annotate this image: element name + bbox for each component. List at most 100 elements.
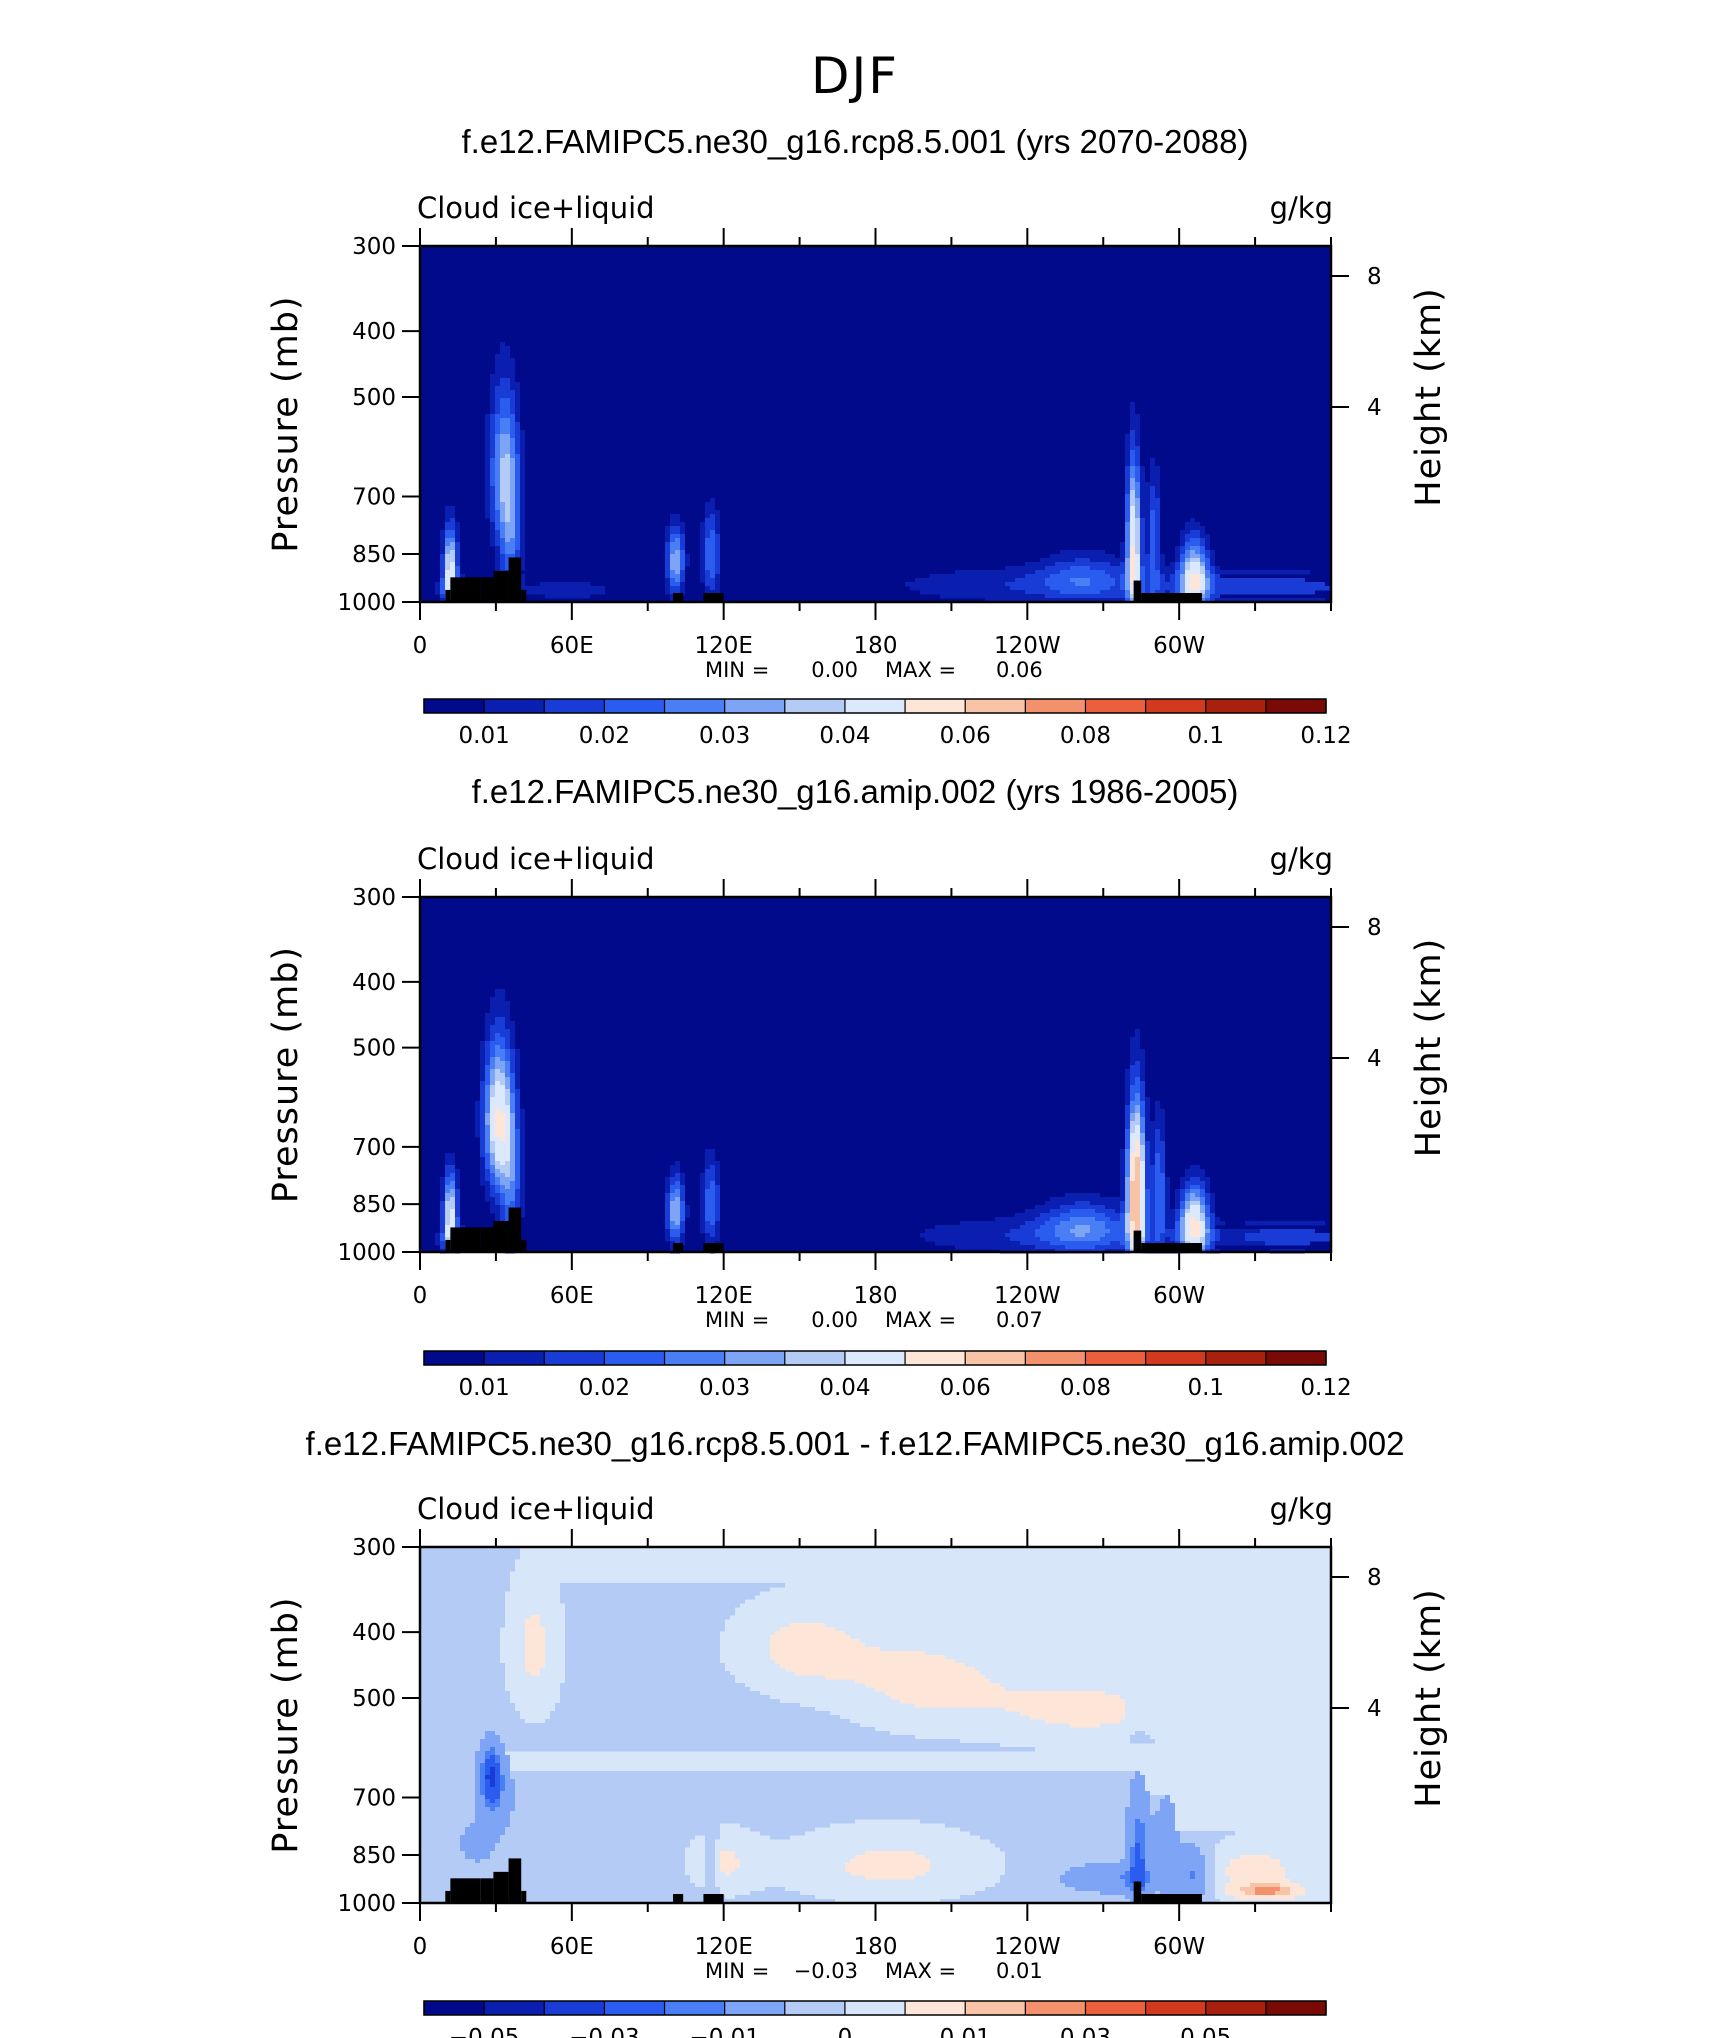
- colorbar-label: 0.12: [1300, 723, 1351, 749]
- x-tick-label: 0: [413, 1934, 428, 1960]
- max-value: 0.06: [996, 658, 1043, 682]
- terrain-block: [1133, 580, 1142, 602]
- colorbar-swatch: [844, 1351, 906, 1365]
- x-tick-label: 180: [854, 1283, 898, 1309]
- x-tick-label: 60E: [550, 633, 594, 659]
- colorbar-swatch: [965, 699, 1026, 713]
- y2-axis-label: Height (km): [1409, 1588, 1449, 1808]
- colorbar-swatch: [1205, 1351, 1267, 1365]
- variable-label: Cloud ice+liquid: [417, 1492, 655, 1526]
- terrain-block: [493, 1871, 509, 1903]
- colorbar-swatch: [1085, 2001, 1147, 2015]
- colorbar-swatch: [965, 2001, 1026, 2015]
- terrain-block: [703, 1893, 724, 1903]
- terrain-block: [480, 1227, 494, 1252]
- colorbar-label: 0.01: [459, 723, 510, 749]
- terrain-block: [521, 589, 527, 602]
- x-tick-label: 120W: [994, 1934, 1061, 1960]
- x-tick-label: 120W: [994, 1283, 1061, 1309]
- variable-label: Cloud ice+liquid: [417, 842, 655, 876]
- terrain-block: [493, 570, 509, 602]
- terrain-block: [445, 589, 451, 602]
- colorbar-label: 0.04: [819, 1375, 870, 1401]
- colorbar-swatch: [784, 1351, 846, 1365]
- max-label: MAX =: [885, 658, 956, 682]
- figure-title: DJF: [811, 47, 899, 105]
- terrain-block: [703, 592, 724, 602]
- colorbar-swatch: [784, 699, 846, 713]
- x-tick-label: 0: [413, 633, 428, 659]
- colorbar-swatch: [1085, 1351, 1147, 1365]
- colorbar-swatch: [604, 699, 666, 713]
- colorbar-label: 0.1: [1187, 1375, 1224, 1401]
- colorbar-swatch: [844, 2001, 906, 2015]
- y-tick-label: 300: [352, 234, 396, 260]
- colorbar-label: 0.1: [1187, 723, 1224, 749]
- colorbar-label: −0.05: [449, 2025, 519, 2038]
- min-label: MIN =: [705, 1959, 769, 1983]
- x-tick-label: 60W: [1153, 1283, 1205, 1309]
- y-tick-label: 500: [352, 1036, 396, 1062]
- y-tick-label: 700: [352, 1786, 396, 1812]
- topography: [445, 1207, 1202, 1252]
- terrain-block: [493, 1220, 509, 1252]
- colorbar-swatch: [1205, 2001, 1267, 2015]
- terrain-block: [521, 1890, 527, 1903]
- x-tick-label: 0: [413, 1283, 428, 1309]
- chart-panel-1: f.e12.FAMIPC5.ne30_g16.rcp8.5.001 (yrs 2…: [266, 123, 1449, 749]
- terrain-block: [1133, 1881, 1142, 1903]
- colorbar-swatch: [965, 1351, 1026, 1365]
- colorbar-swatch: [1025, 699, 1086, 713]
- colorbar-frame: [423, 2000, 1327, 2016]
- colorbar-label: 0.06: [940, 723, 991, 749]
- colorbar-swatch: [784, 2001, 846, 2015]
- colorbar-swatch: [484, 1351, 545, 1365]
- x-tick-label: 120E: [694, 1283, 752, 1309]
- y2-axis-label: Height (km): [1409, 287, 1449, 507]
- colorbar-swatch: [1265, 699, 1327, 713]
- topography: [445, 557, 1202, 602]
- colorbar-swatch: [664, 699, 726, 713]
- colorbar-swatch: [604, 2001, 666, 2015]
- x-tick-label: 60W: [1153, 633, 1205, 659]
- y-axis-label: Pressure (mb): [266, 295, 306, 552]
- colorbar-swatch: [1265, 2001, 1327, 2015]
- terrain-block: [1133, 1230, 1142, 1252]
- x-tick-label: 120W: [994, 633, 1061, 659]
- contour-field: [420, 246, 1331, 603]
- y2-axis-label: Height (km): [1409, 938, 1449, 1158]
- y-axis-label: Pressure (mb): [266, 946, 306, 1203]
- x-tick-label: 60E: [550, 1283, 594, 1309]
- colorbar-swatch: [484, 2001, 545, 2015]
- y-tick-label: 400: [352, 970, 396, 996]
- colorbar-swatch: [604, 1351, 666, 1365]
- y-tick-label: 400: [352, 319, 396, 345]
- contour-field: [420, 897, 1331, 1254]
- colorbar-swatch: [1145, 699, 1207, 713]
- panel-title: f.e12.FAMIPC5.ne30_g16.rcp8.5.001 (yrs 2…: [462, 123, 1249, 160]
- colorbar-swatch: [1145, 2001, 1207, 2015]
- y-tick-label: 850: [352, 1192, 396, 1218]
- colorbar-swatch: [1085, 699, 1147, 713]
- terrain-block: [1141, 1893, 1202, 1903]
- chart-panel-3: f.e12.FAMIPC5.ne30_g16.rcp8.5.001 - f.e1…: [266, 1425, 1449, 2038]
- colorbar-label: 0: [838, 2025, 853, 2038]
- colorbar-label: 0.04: [819, 723, 870, 749]
- colorbar-label: 0.01: [459, 1375, 510, 1401]
- y2-tick-label: 4: [1367, 1046, 1382, 1072]
- y-axis-label: Pressure (mb): [266, 1596, 306, 1853]
- terrain-block: [703, 1243, 724, 1252]
- y2-tick-label: 4: [1367, 1696, 1382, 1722]
- terrain-block: [508, 1207, 522, 1252]
- colorbar-swatch: [905, 2001, 966, 2015]
- terrain-block: [450, 577, 481, 602]
- min-label: MIN =: [705, 658, 769, 682]
- colorbar-swatch: [424, 1351, 485, 1365]
- colorbar-label: −0.03: [569, 2025, 639, 2038]
- colorbar-swatch: [724, 1351, 786, 1365]
- colorbar-swatch: [724, 699, 786, 713]
- units-label: g/kg: [1270, 842, 1333, 876]
- y-tick-label: 700: [352, 485, 396, 511]
- y-tick-label: 850: [352, 1843, 396, 1869]
- colorbar-swatch: [724, 2001, 786, 2015]
